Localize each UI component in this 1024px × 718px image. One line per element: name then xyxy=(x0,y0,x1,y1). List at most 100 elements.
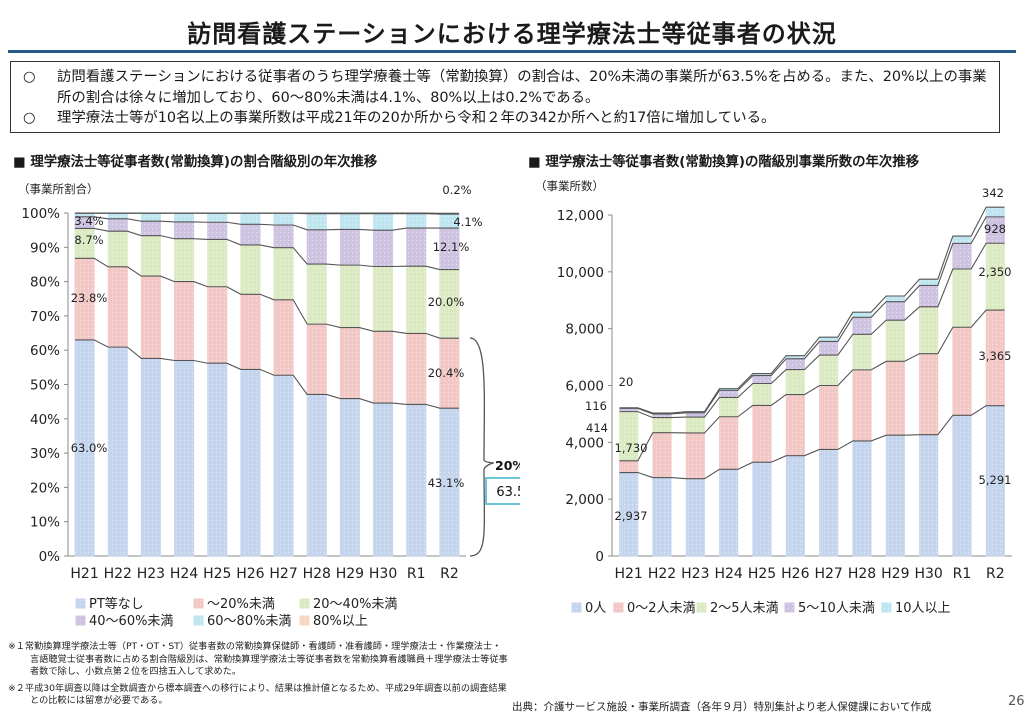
y-tick-label: 10% xyxy=(30,515,60,531)
bar-segment-5-10-staff xyxy=(685,412,705,418)
y-tick-label: 40% xyxy=(30,412,60,428)
bar-segment-2-5-staff xyxy=(685,416,705,434)
bar-segment-5-10-staff xyxy=(852,316,872,335)
x-tick-label: H26 xyxy=(781,566,809,582)
bar-segment-0-2-staff xyxy=(819,385,839,450)
legend-item-2-5-staff: 2～5人未満 xyxy=(696,601,779,616)
x-tick-label: H26 xyxy=(236,566,264,582)
legend-item-5-10-staff: 5～10人未満 xyxy=(784,601,875,616)
legend-swatch xyxy=(299,615,310,626)
bar-segment-2-5-staff xyxy=(885,319,905,362)
y-tick-label: 12,000 xyxy=(557,208,604,224)
bar-segment-zero-staff xyxy=(952,414,972,557)
y-tick-label: 10,000 xyxy=(557,265,604,281)
ratio-stacked-bar-chart: （事業所割合） 0% 10% 20% 30% 40% 50% 60% 70% 80% 90% 100%… xyxy=(18,182,520,629)
bar-segment-2-5-staff xyxy=(819,354,839,386)
data-label: 0.2% xyxy=(442,183,471,197)
bar-segment-0-2-staff xyxy=(752,404,772,463)
x-tick-label: H22 xyxy=(104,566,132,582)
count-stacked-bar-chart: （事業所数） 0 2,000 4,000 6,000 8,000 10,000 12,000 H… xyxy=(535,179,1012,616)
legend-item-pt-none: PT等なし xyxy=(75,596,144,612)
bar-segment-0-2-staff xyxy=(719,416,739,470)
y-tick-label: 50% xyxy=(30,378,60,394)
x-tick-label: R1 xyxy=(953,566,972,582)
x-tick-label: H28 xyxy=(848,566,876,582)
bar-segment-10plus-staff xyxy=(919,278,939,286)
legend-label: 5～10人未満 xyxy=(798,601,875,616)
x-tick-label: H23 xyxy=(681,566,709,582)
bar-segment-zero-staff xyxy=(719,468,739,557)
connector-line-5-10-staff xyxy=(619,216,1005,415)
bar-segment-0-2-staff xyxy=(952,326,972,416)
annotation-label: 20%未満 xyxy=(495,458,520,473)
bar-segment-zero-staff xyxy=(752,461,772,557)
bar-segment-2-5-staff xyxy=(752,383,772,406)
x-tick-label: H27 xyxy=(814,566,842,582)
left-chart-subtitle: ■ 理学療法士等従事者数(常勤換算)の割合階級別の年次推移 xyxy=(13,155,378,170)
x-tick-label: H24 xyxy=(170,566,198,582)
data-label: 43.1% xyxy=(428,476,465,490)
bar-segment-0-2-staff xyxy=(919,353,939,436)
y-tick-label: 4,000 xyxy=(565,435,604,451)
connector-line-pt-none xyxy=(74,339,460,409)
x-tick-label: R2 xyxy=(440,566,459,582)
x-tick-label: H24 xyxy=(714,566,742,582)
y-tick-label: 60% xyxy=(30,343,60,359)
connector-line-20-40pct xyxy=(74,227,460,271)
legend-swatch xyxy=(299,598,310,609)
bar-segment-0-2-staff xyxy=(785,394,805,457)
legend-label: 60～80%未満 xyxy=(207,614,291,629)
bar-segment-2-5-staff xyxy=(719,397,739,418)
legend-item-under-20pct: ～20%未満 xyxy=(193,597,275,612)
connector-line-zero-staff xyxy=(619,405,1005,480)
legend-item-0-2-staff: 0～2人未満 xyxy=(613,601,696,616)
data-label: 20 xyxy=(619,375,634,389)
data-label: 414 xyxy=(586,421,608,435)
x-tick-label: H22 xyxy=(648,566,676,582)
x-tick-label: H25 xyxy=(748,566,776,582)
summary-text-1: 訪問看護ステーションにおける従事者のうち理学療養士等（常勤換算）の割合は、20%… xyxy=(57,69,987,106)
connector-line-40-60pct xyxy=(74,216,460,231)
x-tick-label: H29 xyxy=(336,566,364,582)
bar-segment-5-10-staff xyxy=(652,413,672,419)
legend-label: 10人以上 xyxy=(895,601,951,616)
data-label: 20.4% xyxy=(428,366,465,380)
y-tick-label: 8,000 xyxy=(565,322,604,338)
bar-segment-10plus-staff xyxy=(985,206,1005,218)
bar-segment-zero-staff xyxy=(819,449,839,557)
bar-segment-zero-staff xyxy=(919,434,939,557)
annotation-value: 63.5% xyxy=(496,485,520,500)
bar-segment-5-10-staff xyxy=(719,389,739,398)
bar-segment-5-10-staff xyxy=(885,301,905,321)
legend-item-10plus-staff: 10人以上 xyxy=(881,601,951,616)
connector-line-10plus-staff xyxy=(619,206,1005,414)
bar-segment-zero-staff xyxy=(652,477,672,557)
data-label: 12.1% xyxy=(433,240,470,254)
data-label: 8.7% xyxy=(74,233,103,247)
bar-segment-10plus-staff xyxy=(852,311,872,318)
bar-segment-0-2-staff xyxy=(852,369,872,442)
connector-line-2-5-staff xyxy=(619,242,1005,419)
data-label: 928 xyxy=(984,222,1006,236)
y-tick-label: 20% xyxy=(30,480,60,496)
bar-segment-0-2-staff xyxy=(652,432,672,478)
data-label: 23.8% xyxy=(71,291,108,305)
y-tick-label: 90% xyxy=(30,240,60,256)
x-tick-label: R1 xyxy=(407,566,426,582)
data-label: 2,350 xyxy=(979,265,1012,279)
bar-segment-2-5-staff xyxy=(952,268,972,328)
page-number: 26 xyxy=(1008,694,1024,709)
legend-swatch xyxy=(881,602,892,613)
bar-segment-10plus-staff xyxy=(885,295,905,303)
footnotes: ※１常勤換算理学療法士等（PT・OT・ST）従事者数の常勤換算保健師・看護師・准… xyxy=(8,641,508,712)
y-tick-label: 6,000 xyxy=(565,379,604,395)
data-label: 3,365 xyxy=(979,349,1012,363)
title-divider xyxy=(8,50,1016,53)
footnote-1: ※１常勤換算理学療法士等（PT・OT・ST）従事者数の常勤換算保健師・看護師・准… xyxy=(8,641,508,677)
bullet-mark: ○ xyxy=(23,110,36,126)
bar-segment-5-10-staff xyxy=(819,341,839,356)
data-label: 342 xyxy=(982,186,1004,200)
bar-segment-2-5-staff xyxy=(785,369,805,395)
legend-label: PT等なし xyxy=(89,596,144,612)
summary-text-2: 理学療法士等が10名以上の事業所数は平成21年の20か所から令和２年の342か所… xyxy=(57,110,776,126)
